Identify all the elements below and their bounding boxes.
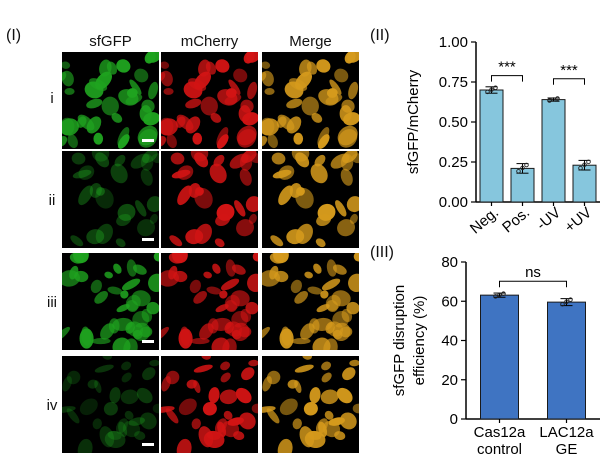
error-bar	[547, 96, 560, 103]
micrograph-sfgfp-row-4	[62, 356, 159, 453]
x-tick-label: +UV	[561, 204, 595, 236]
column-header-sfgfp: sfGFP	[89, 33, 132, 50]
row-label-i: i	[50, 90, 54, 107]
y-tick-label: 0.75	[439, 74, 468, 91]
y-tick-label: 60	[441, 293, 458, 310]
error-bar	[560, 297, 573, 307]
y-tick-label: 0	[450, 411, 458, 428]
x-tick-label: LAC12a	[539, 424, 594, 441]
bar-neg-	[479, 89, 504, 203]
error-bar	[516, 162, 529, 174]
micrograph-merge-row-3	[262, 253, 359, 350]
y-tick-label: 0.25	[439, 154, 468, 171]
x-tick-label: GE	[556, 441, 578, 458]
panel-label-i-text: (I)	[6, 27, 22, 44]
y-tick-label: 0.00	[439, 194, 468, 211]
panel-label-ii-text: (II)	[370, 27, 390, 44]
error-bar	[578, 159, 591, 171]
panel-label-iii: (III)	[370, 244, 394, 262]
y-tick-label: 20	[441, 372, 458, 389]
significance-label: ns	[525, 264, 541, 281]
scale-bar	[142, 340, 154, 343]
row-label-iii: iii	[47, 294, 57, 311]
micrograph-merge-row-2	[262, 151, 359, 248]
ratio-bar-chart: 0.00 0.25 0.50 0.75 1.00 sfGFP/mCherry Neg.Pos…	[405, 34, 600, 237]
y-axis-label: efficiency (%)	[411, 296, 428, 386]
y-tick-label: 1.00	[439, 34, 468, 51]
panel-label-i: (I)	[6, 27, 21, 45]
scale-bar	[142, 238, 154, 241]
x-tick-label: -UV	[533, 204, 564, 234]
scale-bar	[142, 443, 154, 446]
micrograph-sfgfp-row-3	[62, 253, 159, 350]
micrograph-sfgfp-row-2	[62, 151, 159, 248]
micrograph-merge-row-1	[262, 52, 359, 149]
significance-bracket	[491, 75, 523, 82]
x-tick-label: Neg.	[467, 204, 502, 237]
bar-cas12a-control	[480, 294, 519, 420]
micrograph-mcherry-row-3	[161, 253, 258, 350]
row-label-ii: ii	[48, 192, 56, 209]
micrograph-merge-row-4	[262, 356, 359, 453]
micrograph-sfgfp-row-1	[62, 52, 159, 149]
y-tick-label: 40	[441, 333, 458, 350]
panel-label-ii: (II)	[370, 27, 390, 45]
bar--uv	[572, 164, 597, 203]
bar--uv	[541, 99, 566, 203]
scale-bar	[142, 139, 154, 142]
micrograph-mcherry-row-4	[161, 356, 258, 453]
efficiency-bar-chart: 0 20 40 60 80 sfGFP disruption efficiency (%) C…	[391, 254, 600, 458]
significance-bracket	[499, 280, 567, 288]
micrograph-mcherry-row-2	[161, 151, 258, 248]
y-axis-label: sfGFP/mCherry	[405, 69, 422, 174]
y-tick-label: 80	[441, 254, 458, 271]
x-tick-label: Pos.	[499, 204, 533, 236]
significance-label: ***	[498, 59, 516, 76]
y-tick-label: 0.50	[439, 114, 468, 131]
error-bar	[485, 85, 498, 95]
row-label-iv: iv	[46, 397, 58, 414]
significance-label: ***	[560, 62, 578, 79]
panel-label-iii-text: (III)	[370, 244, 394, 261]
micrograph-mcherry-row-1	[161, 52, 258, 149]
x-tick-label: control	[477, 441, 522, 458]
error-bar	[493, 291, 506, 299]
bar-lac12a-ge	[547, 301, 586, 420]
x-tick-label: Cas12a	[474, 424, 526, 441]
y-axis-label: sfGFP disruption	[391, 285, 408, 396]
column-header-mcherry: mCherry	[180, 33, 239, 50]
significance-bracket	[553, 78, 585, 85]
column-header-merge: Merge	[289, 33, 332, 50]
